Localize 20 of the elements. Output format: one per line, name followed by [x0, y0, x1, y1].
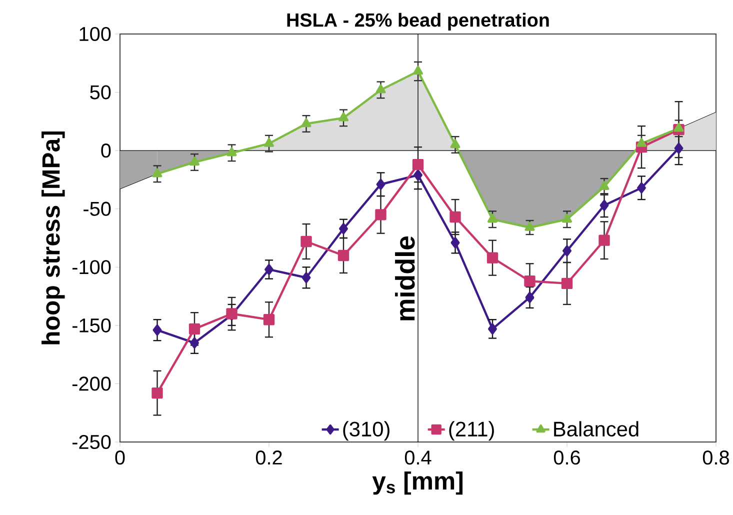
x-tick-label: 0.6: [554, 450, 580, 465]
y-tick-label: -150: [72, 318, 111, 332]
y-axis-title: hoop stress [MPa]: [42, 131, 65, 344]
y-tick-label: -250: [72, 434, 111, 450]
y-tick-label: -100: [72, 260, 111, 274]
y-tick-label: -200: [72, 376, 111, 391]
legend-label: (310): [343, 421, 390, 441]
legend-label: (211): [449, 421, 494, 441]
legend-label: Balanced: [554, 421, 638, 437]
ref-line-label: middle: [395, 236, 415, 320]
x-tick-label: 0.2: [256, 450, 282, 465]
y-tick-label: -50: [84, 202, 111, 216]
x-tick-label: 0: [115, 450, 125, 465]
y-tick-label: 0: [101, 144, 111, 158]
x-tick-label: 0.8: [702, 450, 729, 465]
chart-title: HSLA - 25% bead penetration: [287, 12, 549, 30]
x-axis-title: y$_{s}$ [mm]: [372, 471, 463, 495]
x-tick-label: 0.4: [404, 450, 432, 465]
y-tick-label: 50: [90, 85, 111, 100]
y-tick-label: 100: [80, 26, 111, 42]
